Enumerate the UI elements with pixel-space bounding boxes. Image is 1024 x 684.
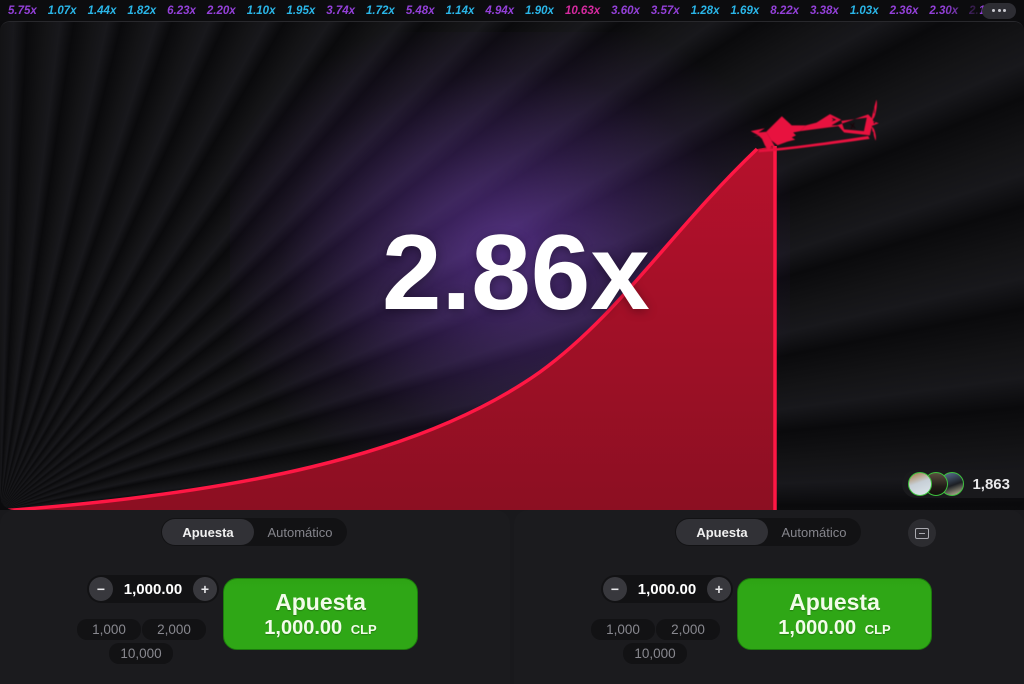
svg-text:X: X xyxy=(849,121,856,131)
